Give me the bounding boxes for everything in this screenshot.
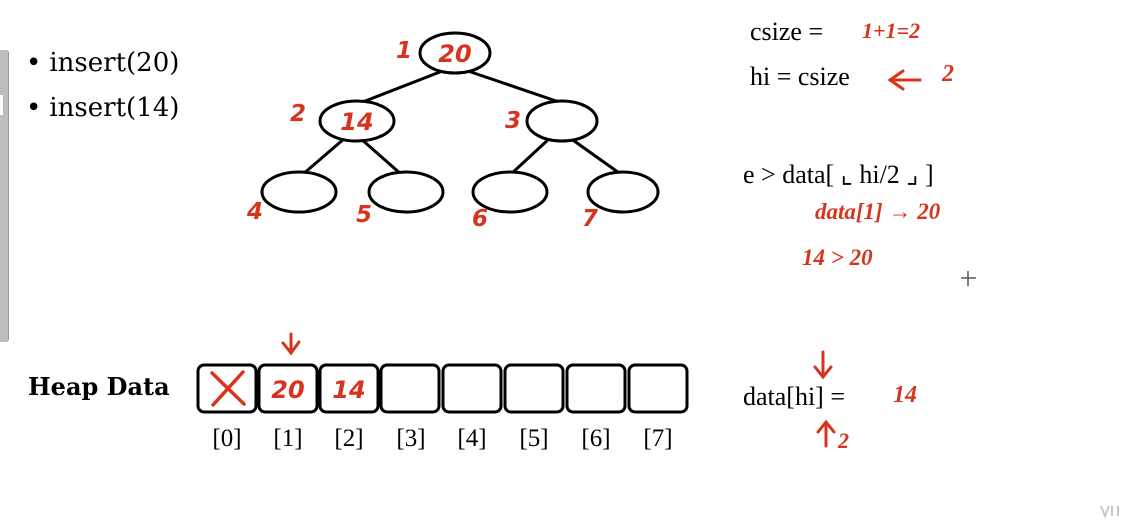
bullet-text: insert(20) [49, 48, 180, 78]
heap-index-2: [2] [334, 425, 364, 452]
edge-1-3 [464, 68, 563, 105]
heap-index-5: [5] [519, 425, 549, 452]
crosshair-cursor-icon [961, 271, 976, 286]
assign-label: data[hi] = [743, 382, 846, 411]
sidebar-notch [0, 95, 3, 115]
edge-3-6 [508, 136, 552, 177]
edge-1-2 [359, 68, 446, 105]
edge-2-4 [301, 136, 346, 177]
heap-index-1: [1] [273, 425, 303, 452]
edge-2-5 [359, 136, 403, 177]
assign-handwritten: 14 [893, 382, 917, 408]
heap-cell-4 [441, 363, 503, 414]
tree-node-7-index: 7 [582, 206, 598, 232]
tree-node-1 [418, 31, 492, 75]
heap-cell-5 [503, 363, 565, 414]
tree-node-2-index: 2 [290, 101, 306, 127]
bullet-dot: • [26, 48, 42, 78]
heap-cell-0-cross-icon [210, 370, 246, 407]
edge-3-7 [569, 136, 623, 177]
down-arrow-icon [813, 350, 833, 380]
tree-node-2 [318, 99, 396, 143]
heap-index-4: [4] [457, 425, 487, 452]
hi-handwritten: 2 [942, 61, 954, 87]
bullet-insert-14: • insert(14) [26, 93, 179, 123]
condition-label: e > data[ ⌞ hi/2 ⌟ ] [743, 160, 934, 189]
heap-data-label: Heap Data [28, 372, 170, 401]
up-arrow-icon [816, 419, 836, 448]
condition-handwritten-2: 14 > 20 [802, 245, 873, 270]
tree-node-4 [260, 170, 338, 214]
heap-cell-1 [257, 363, 319, 414]
left-sidebar-handle[interactable] [0, 50, 9, 342]
heap-index-6: [6] [581, 425, 611, 452]
csize-label: csize = [750, 17, 824, 46]
heap-cell-7 [627, 363, 689, 414]
bullet-dot: • [26, 93, 42, 123]
tree-node-2-value: 14 [340, 108, 373, 136]
watermark-logo-icon [1100, 505, 1119, 519]
heap-cell-1-value: 20 [271, 376, 304, 404]
bullet-text: insert(14) [49, 93, 180, 123]
heap-index-0: [0] [212, 425, 242, 452]
tree-nodes [260, 31, 660, 214]
hi-arrow-icon [887, 69, 922, 91]
tree-edges [301, 68, 623, 177]
tree-node-1-value: 20 [438, 40, 471, 68]
heap-cells [196, 363, 689, 414]
condition-handwritten-1: data[1] → 20 [815, 199, 941, 224]
heap-cell-2 [318, 363, 380, 414]
tree-node-6 [471, 170, 549, 214]
tree-node-1-index: 1 [396, 38, 412, 64]
down-arrow-icon [281, 332, 301, 356]
tree-node-3-index: 3 [505, 108, 521, 134]
tree-node-5 [367, 170, 445, 214]
tree-node-3 [525, 99, 599, 143]
tree-node-4-index: 4 [246, 199, 263, 225]
heap-cell-6 [565, 363, 627, 414]
heap-cell-3 [379, 363, 441, 414]
tree-node-7 [586, 170, 660, 214]
assign-subscript-handwritten: 2 [838, 428, 849, 453]
hi-label: hi = csize [750, 62, 850, 91]
tree-node-5-index: 5 [356, 202, 372, 228]
bullet-insert-20: • insert(20) [26, 48, 179, 78]
heap-index-3: [3] [396, 425, 426, 452]
heap-index-7: [7] [643, 425, 673, 452]
tree-node-6-index: 6 [472, 206, 488, 232]
csize-handwritten: 1+1=2 [862, 18, 921, 43]
heap-cell-2-value: 14 [332, 376, 365, 404]
